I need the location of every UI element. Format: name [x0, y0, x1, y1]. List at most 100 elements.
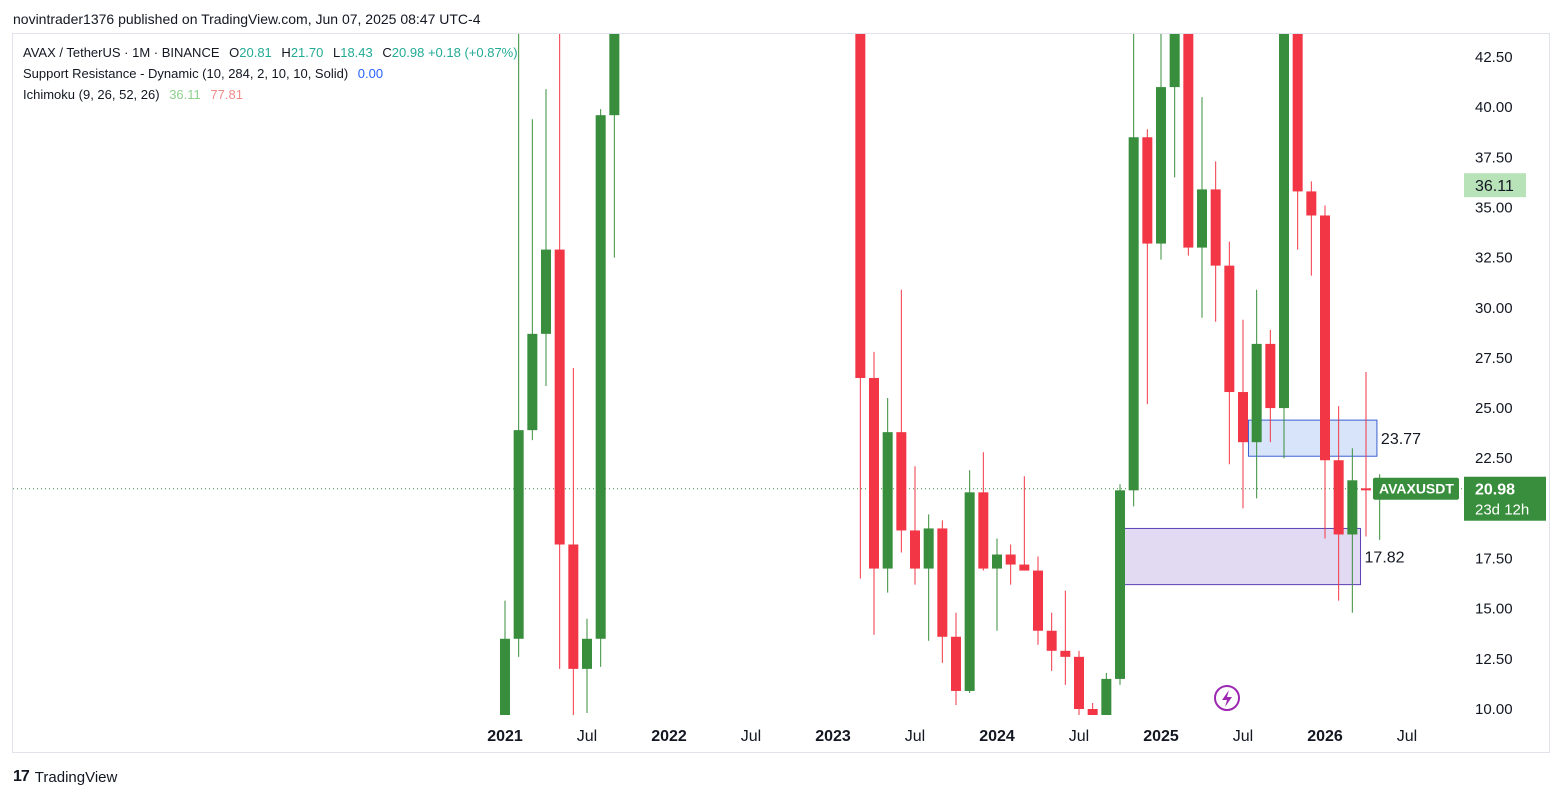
candle-up: [964, 492, 975, 691]
close-value: 20.98: [391, 45, 425, 60]
y-tick-label: 40.00: [1475, 99, 1513, 116]
candle-down: [1320, 215, 1330, 461]
x-tick-label: Jul: [1397, 728, 1417, 745]
y-tick-label: 32.50: [1475, 250, 1513, 267]
change-value: +0.18 (+0.87%): [427, 45, 518, 60]
candle-up: [1279, 34, 1289, 409]
ichimoku-value-2: 77.81: [210, 87, 243, 102]
ichimoku-line: [1527, 23, 1563, 155]
ichimoku-value-1: 36.11: [169, 87, 201, 102]
candle-down: [1224, 265, 1235, 393]
x-tick-label: Jul: [1069, 728, 1089, 745]
candle-down: [1074, 656, 1084, 709]
candle-up: [500, 638, 510, 715]
candle-down: [869, 377, 879, 569]
candle-up: [1169, 34, 1180, 88]
publisher-line: novintrader1376 published on TradingView…: [13, 11, 481, 27]
candle-down: [1005, 554, 1016, 565]
countdown-text: 23d 12h: [1475, 502, 1529, 519]
candle-up: [1101, 678, 1112, 715]
y-tick-label: 12.50: [1475, 651, 1513, 668]
y-tick-label: 37.50: [1475, 149, 1513, 166]
symbol-price-tag: [1373, 477, 1459, 500]
ichimoku-price-label: [1464, 173, 1526, 198]
candle-up: [882, 432, 893, 569]
candle-down: [910, 530, 920, 569]
x-tick-label: 2022: [651, 728, 687, 745]
candle-up: [527, 333, 538, 431]
candle-up: [1156, 87, 1166, 244]
symbol-legend[interactable]: AVAX / TetherUS · 1M · BINANCE O20.81 H2…: [23, 45, 518, 60]
candles-group: [13, 23, 1563, 715]
x-tick-label: Jul: [577, 728, 597, 745]
x-tick-label: 2026: [1307, 728, 1343, 745]
candle-down: [978, 492, 989, 569]
lightning-bolt: [1222, 690, 1232, 707]
indicator-value: 0.00: [357, 66, 384, 81]
x-tick-label: Jul: [741, 728, 761, 745]
x-tick-label: 2023: [815, 728, 851, 745]
y-tick-label: 15.00: [1475, 601, 1513, 618]
candle-down: [1361, 488, 1371, 491]
candle-down: [1333, 460, 1344, 535]
y-tick-label: 22.50: [1475, 450, 1513, 467]
candle-up: [1115, 490, 1125, 679]
candle-down: [1033, 570, 1043, 631]
candle-up: [609, 34, 620, 116]
candle-up: [992, 554, 1002, 569]
indicator-name[interactable]: Ichimoku (9, 26, 52, 26): [23, 87, 160, 102]
candle-down: [855, 34, 866, 378]
y-tick-label: 17.50: [1475, 551, 1513, 568]
y-tick-label: 25.00: [1475, 400, 1513, 417]
candle-down: [1087, 709, 1098, 715]
high-label: H: [281, 45, 291, 60]
candle-up: [1197, 189, 1207, 248]
ichimoku-price-text: 36.11: [1475, 178, 1514, 195]
low-label: L: [332, 45, 341, 60]
candle-down: [1306, 191, 1317, 216]
indicator-name[interactable]: Support Resistance - Dynamic (10, 284, 2…: [23, 66, 349, 81]
low-value: 18.43: [340, 45, 373, 60]
candle-up: [541, 249, 551, 334]
candle-down: [1265, 343, 1276, 409]
candle-down: [1210, 189, 1221, 266]
x-tick-label: Jul: [1233, 728, 1253, 745]
candle-down: [1060, 650, 1071, 657]
candle-up: [923, 528, 934, 569]
indicator-legend-ichimoku[interactable]: Ichimoku (9, 26, 52, 26) 36.11 77.81: [23, 87, 243, 102]
last-price-tag: [1464, 476, 1546, 521]
candle-down: [1183, 34, 1194, 248]
candle-down: [896, 432, 907, 531]
y-tick-label: 10.00: [1475, 701, 1513, 718]
candle-down: [1292, 34, 1303, 192]
y-tick-label: 35.00: [1475, 199, 1513, 216]
x-tick-label: 2021: [487, 728, 523, 745]
chart-frame: [12, 33, 1550, 753]
candle-down: [1019, 564, 1030, 571]
zone-box-blue: [1247, 419, 1378, 457]
candle-down: [951, 636, 961, 691]
zone-label: 17.82: [1365, 550, 1405, 567]
candle-down: [1238, 392, 1248, 443]
candle-up: [1128, 137, 1139, 491]
candle-down: [1142, 137, 1153, 244]
candle-up: [595, 115, 606, 639]
high-value: 21.70: [290, 45, 324, 60]
candle-up: [513, 430, 524, 639]
candle-down: [1046, 630, 1057, 651]
symbol-name[interactable]: AVAX / TetherUS · 1M · BINANCE: [23, 45, 220, 60]
last-price-text: 20.98: [1475, 482, 1515, 499]
y-tick-label: 42.50: [1475, 49, 1513, 66]
x-tick-label: 2024: [979, 728, 1015, 745]
x-tick-label: Jul: [905, 728, 925, 745]
open-value: 20.81: [239, 45, 272, 60]
close-label: C: [382, 45, 392, 60]
zone-label: 23.77: [1381, 431, 1421, 448]
x-tick-label: 2025: [1143, 728, 1179, 745]
footer-brand[interactable]: 17 TradingView: [13, 768, 117, 786]
candle-down: [554, 249, 565, 545]
indicator-legend-support-resistance[interactable]: Support Resistance - Dynamic (10, 284, 2…: [23, 66, 383, 81]
candle-up: [582, 638, 592, 669]
y-tick-label: 27.50: [1475, 350, 1513, 367]
